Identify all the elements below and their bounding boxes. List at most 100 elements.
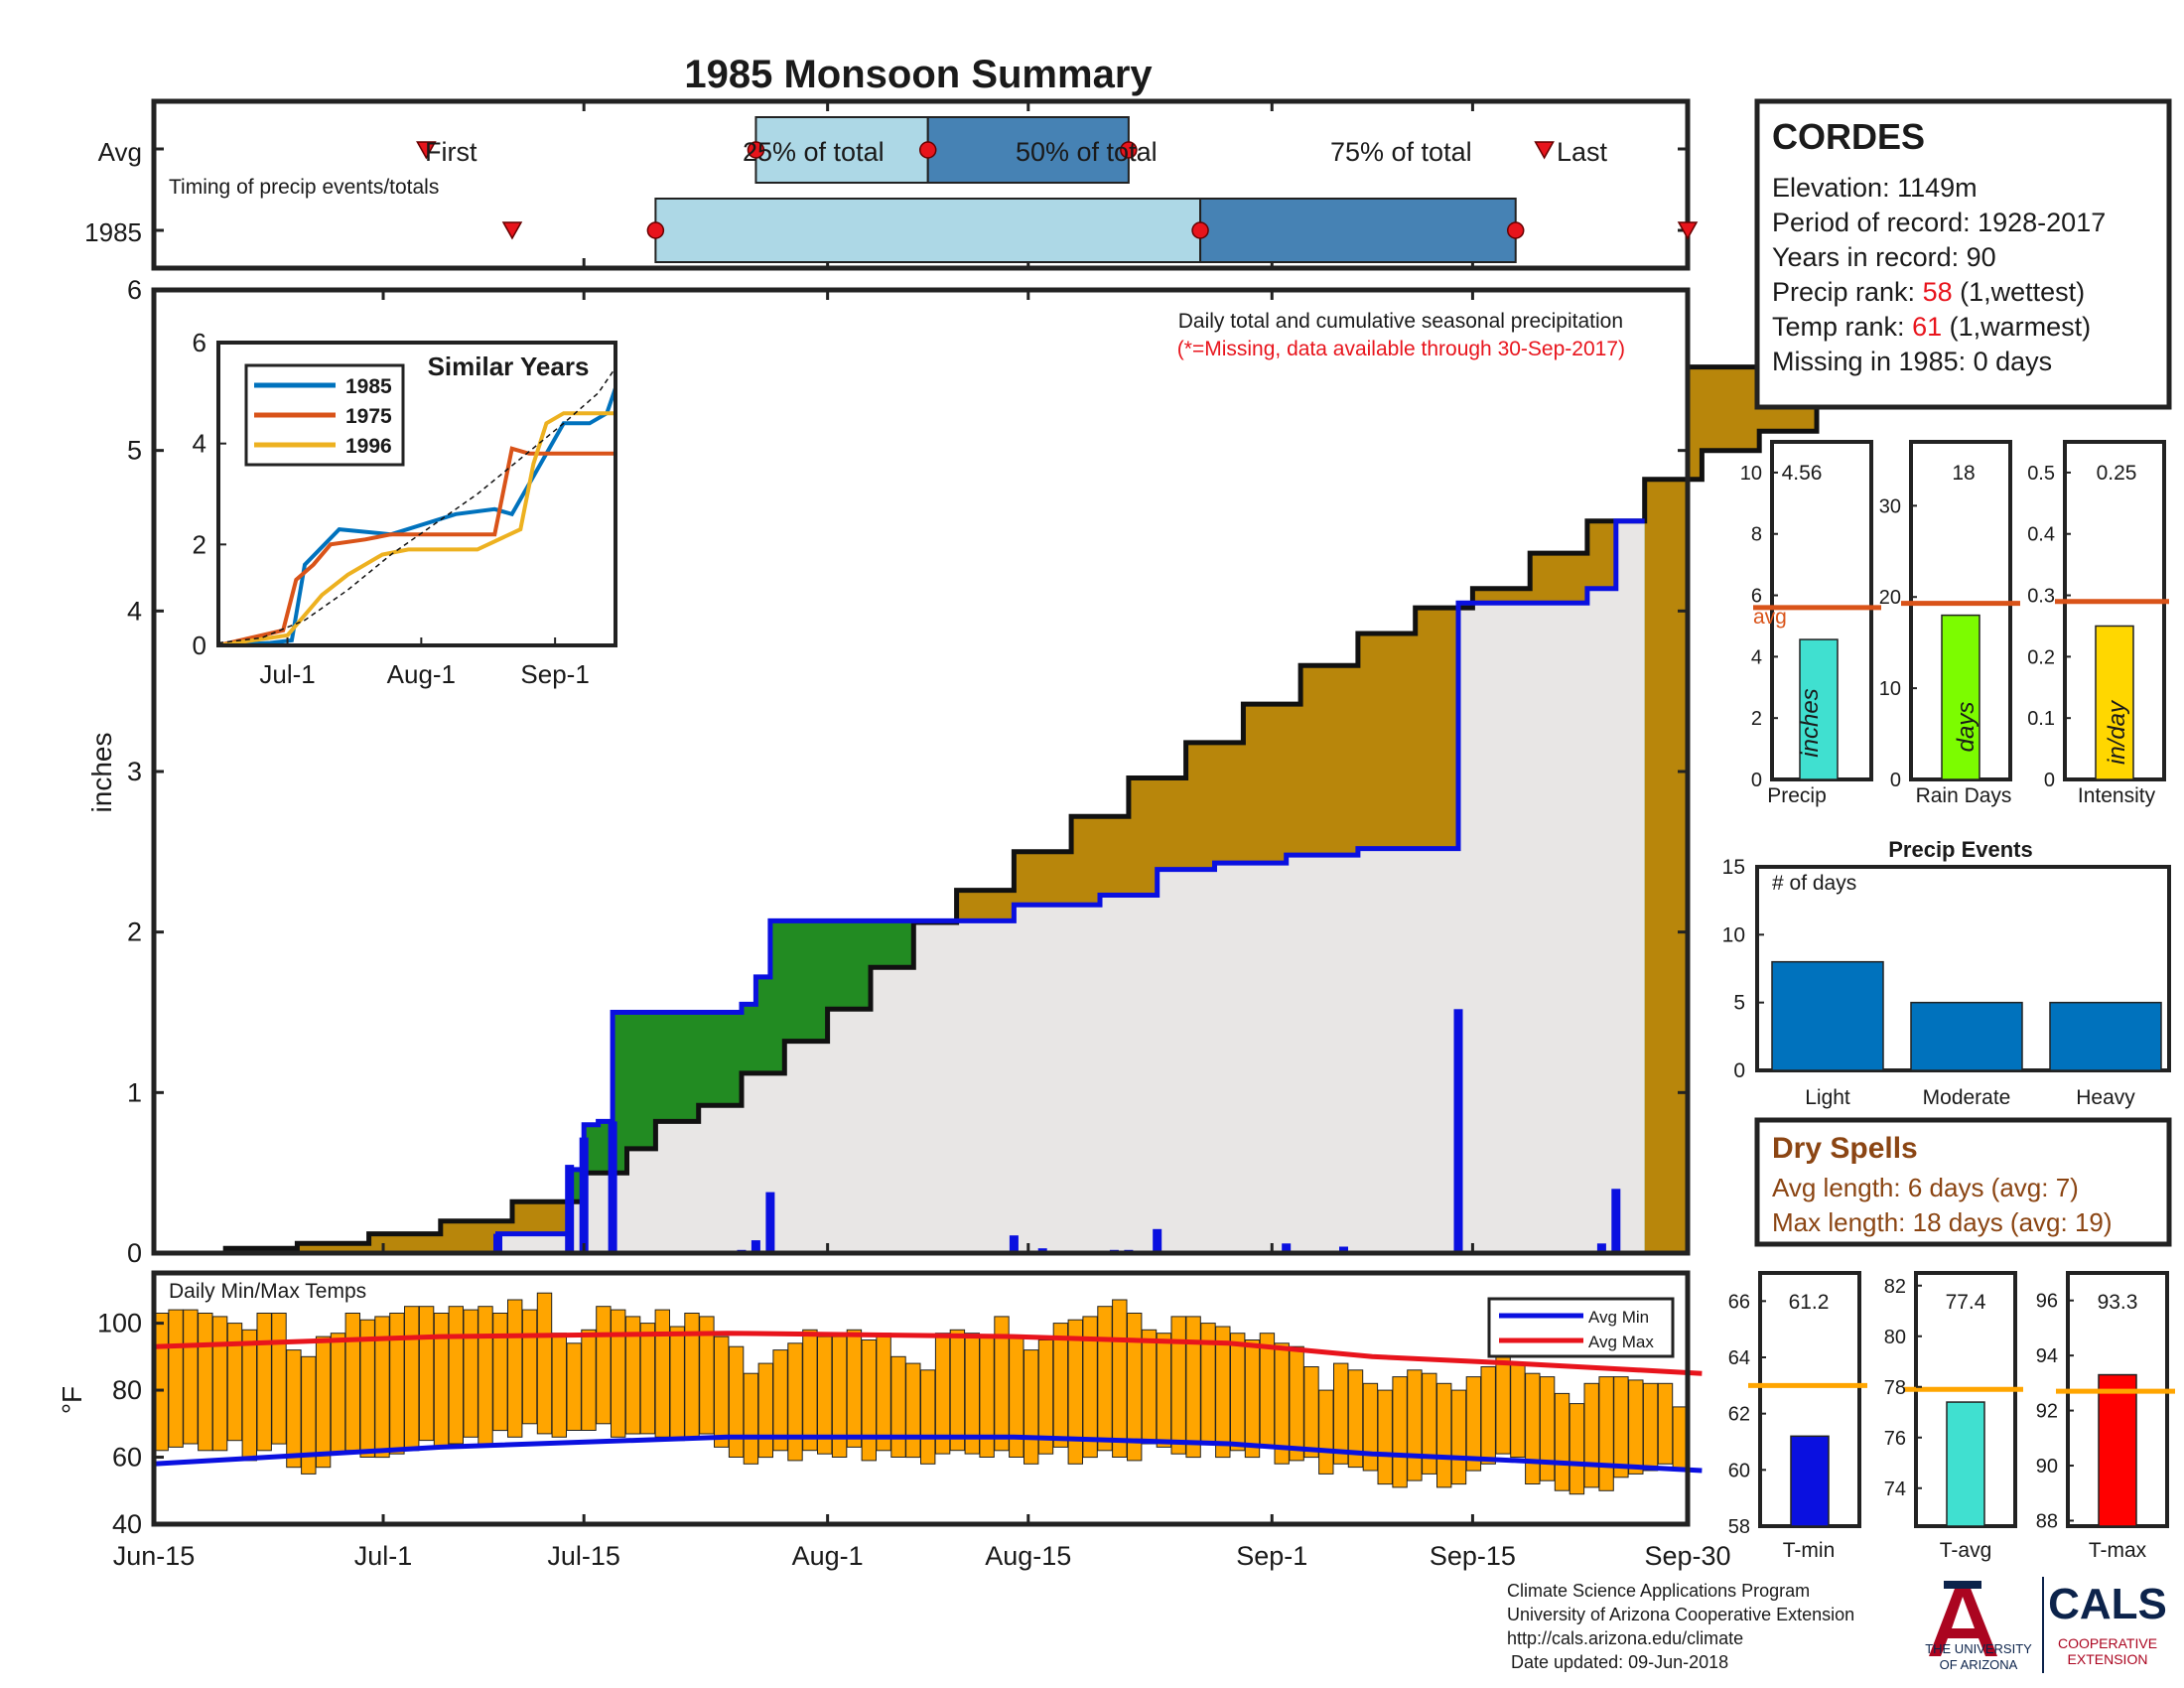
- observed-cumulative-area: [154, 520, 1645, 1253]
- intensity-value: 0.25: [2097, 462, 2137, 485]
- timing-caption: Timing of precip events/totals: [169, 176, 439, 199]
- tavg-bar: [1946, 1401, 1985, 1527]
- raindays-tick-label: 0: [1890, 770, 1901, 791]
- intensity-tick-label: 0: [2044, 770, 2055, 791]
- daily-temp-bar: [861, 1339, 877, 1462]
- timing-q75-label: 75% of total: [1330, 137, 1472, 167]
- daily-temp-bar: [949, 1329, 966, 1452]
- avg-first-last-triangle-icon: [416, 141, 437, 160]
- temp-y-tick-label: 60: [112, 1443, 142, 1473]
- daily-temp-bar: [478, 1306, 493, 1445]
- footer-credits: Climate Science Applications Program Uni…: [1507, 1581, 1854, 1672]
- logo-ua-line-2: OF ARIZONA: [1940, 1657, 2018, 1672]
- year-first-last-triangle-icon: [1677, 221, 1699, 240]
- precip-avg-label: avg: [1753, 606, 1787, 629]
- daily-temp-bar: [198, 1313, 213, 1452]
- footer-line-1: Climate Science Applications Program: [1507, 1581, 1810, 1601]
- daily-temp-bar: [1598, 1376, 1614, 1491]
- daily-temp-bar: [183, 1309, 199, 1445]
- station-years: Years in record: 90: [1772, 242, 1996, 272]
- main-y-tick-label: 6: [127, 275, 142, 305]
- dry-max-length: Max length: 18 days (avg: 19): [1772, 1207, 2113, 1237]
- daily-temp-bar: [433, 1313, 450, 1448]
- raindays-tick-label: 20: [1879, 587, 1901, 609]
- footer-line-3: http://cals.arizona.edu/climate: [1507, 1628, 1743, 1648]
- inset-y-tick-label: 6: [193, 328, 206, 357]
- daily-temp-bar: [1583, 1382, 1599, 1488]
- daily-temp-bar: [1569, 1403, 1585, 1495]
- raindays-value: 18: [1952, 462, 1975, 485]
- daily-temp-bar: [536, 1292, 553, 1435]
- legend-label-avg-min: Avg Min: [1588, 1308, 1649, 1327]
- precip-tick-label: 8: [1751, 524, 1762, 546]
- daily-temp-bar: [714, 1336, 730, 1448]
- daily-temp-bar: [1141, 1329, 1158, 1445]
- precip-season-bar: [1799, 638, 1839, 780]
- avg-min-line: [153, 1434, 1703, 1474]
- daily-precip-bar: [1153, 1228, 1162, 1253]
- daily-temp-bar: [846, 1329, 863, 1448]
- daily-temp-bar: [1289, 1345, 1304, 1462]
- daily-temp-bar: [286, 1349, 302, 1469]
- daily-temp-bar: [551, 1333, 567, 1438]
- inset-y-tick-label: 2: [193, 529, 206, 559]
- raindays-tick-label: 10: [1879, 678, 1901, 700]
- logo-a-icon: [1929, 1581, 1997, 1656]
- daily-temp-bar: [611, 1309, 626, 1438]
- tmax-tick-label: 88: [2036, 1510, 2058, 1532]
- daily-temp-bar: [1407, 1369, 1423, 1481]
- legend-label-1985: 1985: [345, 375, 392, 398]
- daily-temp-bar: [1024, 1349, 1039, 1465]
- daily-temp-bar: [315, 1336, 332, 1469]
- x-tick-label: Jul-1: [354, 1541, 413, 1571]
- daily-temp-bar: [669, 1326, 685, 1442]
- daily-temp-bar: [1657, 1382, 1674, 1465]
- daily-temp-bar: [241, 1329, 258, 1462]
- series-line-1985: [217, 387, 617, 647]
- series-line-avg: [217, 366, 616, 644]
- daily-temp-bar: [1097, 1306, 1113, 1452]
- daily-temp-bar: [581, 1329, 597, 1432]
- year-quantile-marker: [646, 221, 665, 239]
- tmin-tick-label: 60: [1728, 1460, 1750, 1481]
- daily-precip-bar: [608, 1121, 617, 1253]
- year-q25-q50-box: [654, 198, 1202, 263]
- daily-precip-bar: [1282, 1243, 1292, 1253]
- daily-temp-bar: [1672, 1406, 1688, 1472]
- raindays-tick-label: 30: [1879, 495, 1901, 517]
- main-y-label: inches: [86, 733, 117, 813]
- avg-max-line: [153, 1331, 1703, 1376]
- station-frame: [1754, 98, 2172, 410]
- figure-title: 1985 Monsoon Summary: [684, 53, 1153, 96]
- daily-temp-bar: [802, 1329, 818, 1452]
- daily-precip-bar: [1009, 1235, 1019, 1253]
- daily-temp-bar: [1613, 1376, 1629, 1478]
- inset-x-tick-label: Jul-1: [259, 659, 315, 689]
- events-tick-label: 10: [1722, 923, 1745, 946]
- year-first-last-triangle-icon: [501, 221, 523, 240]
- tmax-label: T-max: [2089, 1539, 2147, 1562]
- station-temp-rank: Temp rank: 61 (1,warmest): [1772, 312, 2091, 342]
- daily-temp-bar: [596, 1306, 612, 1425]
- daily-precip-bar: [579, 1137, 589, 1253]
- daily-temp-bar: [463, 1309, 478, 1438]
- tmin-tick-label: 64: [1728, 1347, 1750, 1369]
- daily-temp-bar: [1377, 1389, 1393, 1485]
- tmax-tick-label: 92: [2036, 1401, 2058, 1423]
- station-precip-rank: Precip rank: 58 (1,wettest): [1772, 277, 2085, 307]
- daily-temp-bar: [168, 1309, 184, 1448]
- daily-temp-bar: [1170, 1316, 1186, 1455]
- daily-temp-bar: [890, 1355, 906, 1459]
- raindays-season-bar: [1941, 614, 1980, 780]
- legend-label-1996: 1996: [345, 435, 392, 458]
- inset-y-tick-label: 0: [193, 631, 206, 660]
- daily-temp-bar: [1628, 1379, 1644, 1475]
- events-bar-light: [1771, 960, 1884, 1071]
- inset-x-tick-label: Sep-1: [520, 659, 589, 689]
- daily-temp-bar: [1215, 1326, 1231, 1459]
- daily-temp-bar: [418, 1306, 435, 1442]
- tmin-tick-label: 62: [1728, 1404, 1750, 1426]
- daily-precip-bar: [1596, 1243, 1606, 1253]
- daily-temp-bar: [787, 1342, 803, 1462]
